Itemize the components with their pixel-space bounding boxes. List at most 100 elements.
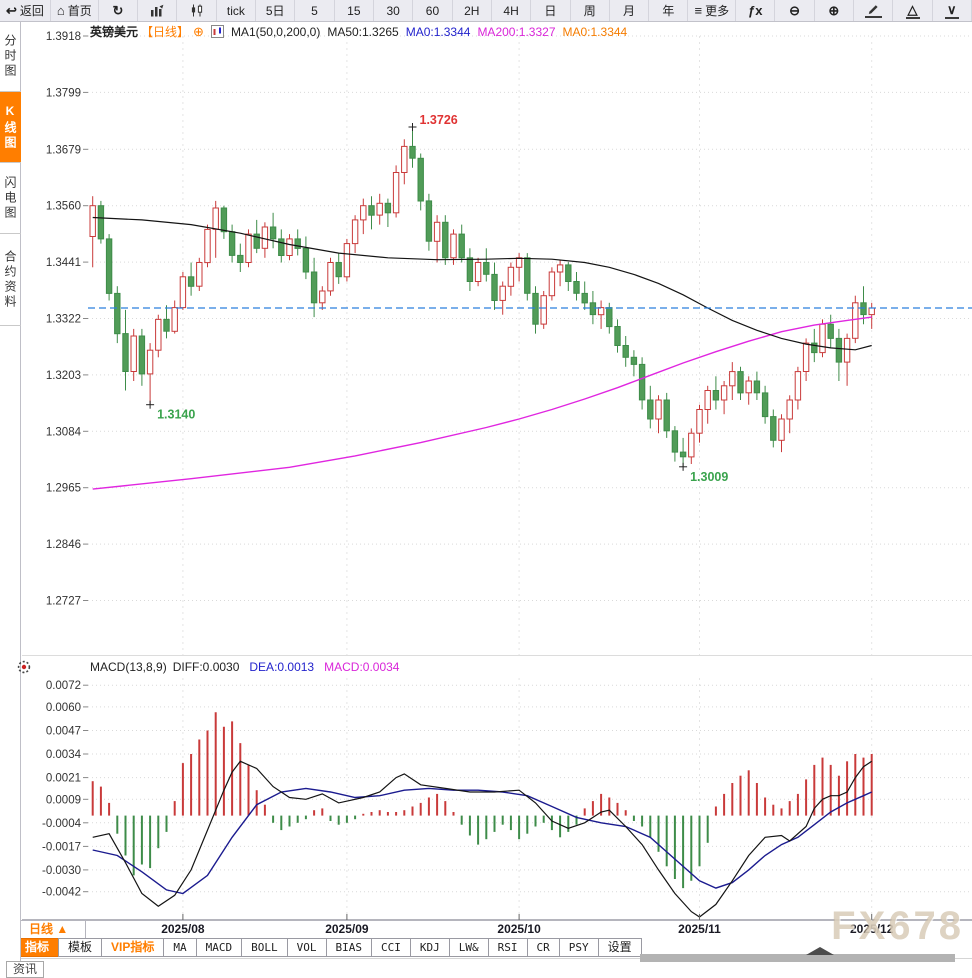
interval-tick-button-label: tick: [226, 3, 245, 18]
interval-5-button-label: 5: [311, 3, 318, 18]
triangle-icon: △: [905, 1, 920, 19]
collapse-button[interactable]: ∨: [933, 0, 972, 21]
svg-text:0.0034: 0.0034: [46, 749, 82, 761]
svg-text:1.3918: 1.3918: [46, 31, 81, 43]
zoom-in-icon: ⊕: [828, 3, 840, 18]
interval-30-button[interactable]: 30: [374, 0, 414, 21]
price-chart-header: 英镑美元 【日线】 ⊕ MA1(50,0,200,0) MA50:1.3265 …: [90, 23, 627, 40]
macd-diff-value: DIFF:0.0030: [172, 660, 240, 674]
svg-text:0.0021: 0.0021: [46, 773, 81, 785]
back-button[interactable]: ↩ 返回: [0, 0, 51, 21]
interval-2h-button[interactable]: 2H: [453, 0, 492, 21]
svg-text:-0.0004: -0.0004: [42, 818, 82, 830]
news-tab[interactable]: 资讯: [6, 961, 45, 978]
interval-week-button-label: 周: [583, 4, 596, 18]
panel-divider: [22, 655, 972, 656]
interval-5d-button[interactable]: 5日: [256, 0, 296, 21]
refresh-button[interactable]: ↻: [99, 0, 139, 21]
macd-settings-icon[interactable]: [17, 660, 31, 679]
price-chart-canvas[interactable]: 1.3918 1.3799 1.3679 1.3560 1.3441 1.3322 1.32…: [22, 21, 972, 655]
tab-bias[interactable]: BIAS: [325, 938, 372, 957]
svg-text:1.3679: 1.3679: [46, 144, 81, 156]
timeframe-dropdown[interactable]: 日线 ▲: [22, 921, 86, 938]
chevron-down-icon: ∨: [945, 1, 959, 19]
ma0-orange-value: MA0:1.3344: [562, 24, 628, 39]
panel-expand-arrow-icon[interactable]: [806, 947, 834, 955]
left-sidebar: 分时图 K线图 闪电图 合约资料: [0, 21, 21, 978]
svg-text:1.2727: 1.2727: [46, 596, 81, 608]
interval-5-button[interactable]: 5: [295, 0, 335, 21]
macd-macd-value: MACD:0.0034: [324, 660, 400, 674]
svg-text:0.0047: 0.0047: [46, 726, 81, 738]
tab-lw[interactable]: LW&: [448, 938, 489, 957]
interval-day-button[interactable]: 日: [531, 0, 571, 21]
macd-dea-value: DEA:0.0013: [249, 660, 315, 674]
interval-30-button-label: 30: [386, 3, 400, 18]
tab-vip-indicator[interactable]: VIP指标: [101, 938, 165, 957]
svg-text:0.0072: 0.0072: [46, 680, 81, 692]
interval-60-button[interactable]: 60: [413, 0, 453, 21]
interval-week-button[interactable]: 周: [571, 0, 610, 21]
tab-cci[interactable]: CCI: [371, 938, 411, 957]
interval-month-button-label: 月: [623, 4, 636, 18]
ma50-value: MA50:1.3265: [327, 24, 399, 39]
add-indicator-icon[interactable]: ⊕: [193, 23, 204, 39]
sidebar-tab-kline-chart[interactable]: K线图: [0, 92, 21, 163]
more-button[interactable]: ≡ 更多: [688, 0, 737, 21]
tab-indicator[interactable]: 指标: [15, 938, 60, 957]
tab-template[interactable]: 模板: [58, 938, 103, 957]
svg-text:0.0009: 0.0009: [46, 794, 81, 806]
shapes-button[interactable]: △: [893, 0, 933, 21]
fx678-watermark: FX678: [831, 904, 964, 948]
interval-4h-button[interactable]: 4H: [492, 0, 532, 21]
tab-settings[interactable]: 设置: [597, 938, 642, 957]
refresh-icon: ↻: [112, 3, 124, 18]
zoom-in-button[interactable]: ⊕: [815, 0, 855, 21]
svg-text:-0.0042: -0.0042: [42, 887, 81, 899]
interval-month-button[interactable]: 月: [610, 0, 650, 21]
svg-text:1.3140: 1.3140: [157, 408, 195, 422]
candlestick-icon: [190, 4, 204, 17]
tab-boll[interactable]: BOLL: [241, 938, 288, 957]
interval-year-button[interactable]: 年: [649, 0, 689, 21]
month-label: 2025/12: [849, 922, 894, 936]
timeline-chart-button[interactable]: [138, 0, 178, 21]
bar-chart-icon: [150, 4, 164, 17]
macd-header: MACD(13,8,9) DIFF:0.0030 DEA:0.0013 MACD…: [90, 660, 399, 674]
candlestick-chart-button[interactable]: [177, 0, 217, 21]
panel-drag-bar[interactable]: [640, 954, 955, 962]
svg-text:1.3322: 1.3322: [46, 314, 81, 326]
tab-ma[interactable]: MA: [163, 938, 197, 957]
interval-day-button-label: 日: [544, 4, 557, 18]
tab-cr[interactable]: CR: [526, 938, 560, 957]
svg-text:1.2846: 1.2846: [46, 539, 81, 551]
more-button-label: 更多: [705, 4, 730, 18]
tab-psy[interactable]: PSY: [558, 938, 599, 957]
formula-button[interactable]: ƒx: [736, 0, 776, 21]
svg-text:-0.0017: -0.0017: [42, 841, 81, 853]
svg-text:1.3084: 1.3084: [46, 426, 82, 438]
svg-text:1.3203: 1.3203: [46, 370, 81, 382]
draw-tools-button[interactable]: [854, 0, 894, 21]
ma-settings-icon[interactable]: [210, 25, 224, 38]
sidebar-tab-contract-info[interactable]: 合约资料: [0, 234, 21, 326]
interval-2h-button-label: 2H: [464, 3, 480, 18]
interval-tick-button[interactable]: tick: [217, 0, 257, 21]
tab-macd[interactable]: MACD: [195, 938, 243, 957]
macd-chart-canvas[interactable]: 0.0072 0.0060 0.0047 0.0034 0.0021 0.0009 -0.0…: [22, 678, 972, 920]
macd-title: MACD(13,8,9): [90, 660, 167, 674]
period-label[interactable]: 【日线】: [141, 25, 190, 39]
interval-15-button[interactable]: 15: [335, 0, 374, 21]
interval-4h-button-label: 4H: [503, 3, 519, 18]
month-label: 2025/10: [497, 922, 541, 936]
tab-rsi[interactable]: RSI: [487, 938, 528, 957]
month-label: 2025/08: [161, 922, 205, 936]
home-button[interactable]: ⌂ 首页: [51, 0, 99, 21]
svg-text:1.2965: 1.2965: [46, 483, 81, 495]
zoom-out-button[interactable]: ⊖: [775, 0, 815, 21]
sidebar-tab-lightning-chart[interactable]: 闪电图: [0, 163, 21, 234]
pencil-icon: [864, 3, 882, 18]
tab-vol[interactable]: VOL: [286, 938, 327, 957]
tab-kdj[interactable]: KDJ: [409, 938, 450, 957]
sidebar-tab-time-chart[interactable]: 分时图: [0, 21, 21, 92]
